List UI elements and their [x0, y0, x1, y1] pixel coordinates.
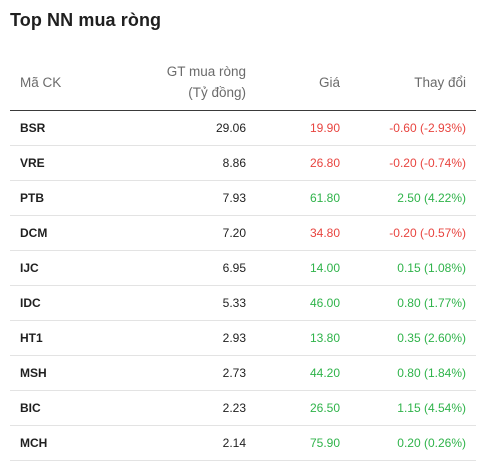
cell-net-buy-value: 7.20: [120, 215, 256, 251]
table-row[interactable]: PTB 7.93 61.80 2.50 (4.22%): [10, 180, 476, 216]
cell-symbol: MCH: [10, 425, 120, 461]
cell-symbol: BSR: [10, 110, 120, 146]
header-symbol: Mã CK: [10, 54, 120, 111]
cell-symbol: HT1: [10, 320, 120, 356]
cell-symbol: MSH: [10, 355, 120, 391]
cell-net-buy-value: 2.23: [120, 390, 256, 426]
table-row[interactable]: BSR 29.06 19.90 -0.60 (-2.93%): [10, 110, 476, 146]
cell-change: -0.60 (-2.93%): [350, 110, 476, 146]
cell-symbol: IJC: [10, 250, 120, 286]
table-row[interactable]: VRE 8.86 26.80 -0.20 (-0.74%): [10, 145, 476, 181]
net-buy-table: Mã CK GT mua ròng (Tỷ đồng) Giá Thay đổi…: [10, 54, 476, 461]
cell-net-buy-value: 2.14: [120, 425, 256, 461]
cell-symbol: IDC: [10, 285, 120, 321]
table-body: BSR 29.06 19.90 -0.60 (-2.93%) VRE 8.86 26.80-…: [10, 110, 476, 461]
cell-price: 13.80: [256, 320, 350, 356]
cell-change: 0.35 (2.60%): [350, 320, 476, 356]
header-change: Thay đổi: [350, 54, 476, 111]
table-row[interactable]: BIC 2.23 26.50 1.15 (4.54%): [10, 390, 476, 426]
cell-net-buy-value: 6.95: [120, 250, 256, 286]
cell-net-buy-value: 8.86: [120, 145, 256, 181]
cell-net-buy-value: 5.33: [120, 285, 256, 321]
cell-net-buy-value: 2.93: [120, 320, 256, 356]
header-net-buy-value-line1: GT mua ròng: [166, 64, 246, 79]
cell-change: 1.15 (4.54%): [350, 390, 476, 426]
cell-net-buy-value: 7.93: [120, 180, 256, 216]
cell-price: 19.90: [256, 110, 350, 146]
cell-symbol: PTB: [10, 180, 120, 216]
header-row: Mã CK GT mua ròng (Tỷ đồng) Giá Thay đổi: [10, 54, 476, 111]
cell-symbol: BIC: [10, 390, 120, 426]
table-row[interactable]: DCM 7.20 34.80 -0.20 (-0.57%): [10, 215, 476, 251]
header-net-buy-value-line2: (Tỷ đồng): [188, 85, 246, 100]
table-row[interactable]: HT1 2.93 13.80 0.35 (2.60%): [10, 320, 476, 356]
header-net-buy-value: GT mua ròng (Tỷ đồng): [120, 54, 256, 111]
cell-change: 0.80 (1.77%): [350, 285, 476, 321]
table-row[interactable]: MSH 2.73 44.20 0.80 (1.84%): [10, 355, 476, 391]
table-row[interactable]: IJC 6.95 14.00 0.15 (1.08%): [10, 250, 476, 286]
cell-price: 14.00: [256, 250, 350, 286]
widget-title: Top NN mua ròng: [10, 10, 162, 30]
cell-price: 44.20: [256, 355, 350, 391]
cell-price: 26.50: [256, 390, 350, 426]
cell-change: 0.20 (0.26%): [350, 425, 476, 461]
cell-change: 0.80 (1.84%): [350, 355, 476, 391]
cell-price: 75.90: [256, 425, 350, 461]
cell-price: 34.80: [256, 215, 350, 251]
header-price: Giá: [256, 54, 350, 111]
table-row[interactable]: MCH 2.14 75.90 0.20 (0.26%): [10, 425, 476, 461]
cell-symbol: VRE: [10, 145, 120, 181]
cell-price: 61.80: [256, 180, 350, 216]
cell-change: -0.20 (-0.57%): [350, 215, 476, 251]
cell-change: 2.50 (4.22%): [350, 180, 476, 216]
table-row[interactable]: IDC 5.33 46.00 0.80 (1.77%): [10, 285, 476, 321]
cell-symbol: DCM: [10, 215, 120, 251]
cell-net-buy-value: 2.73: [120, 355, 256, 391]
cell-net-buy-value: 29.06: [120, 110, 256, 146]
cell-change: 0.15 (1.08%): [350, 250, 476, 286]
cell-price: 46.00: [256, 285, 350, 321]
cell-price: 26.80: [256, 145, 350, 181]
cell-change: -0.20 (-0.74%): [350, 145, 476, 181]
table-header: Mã CK GT mua ròng (Tỷ đồng) Giá Thay đổi: [10, 54, 476, 111]
